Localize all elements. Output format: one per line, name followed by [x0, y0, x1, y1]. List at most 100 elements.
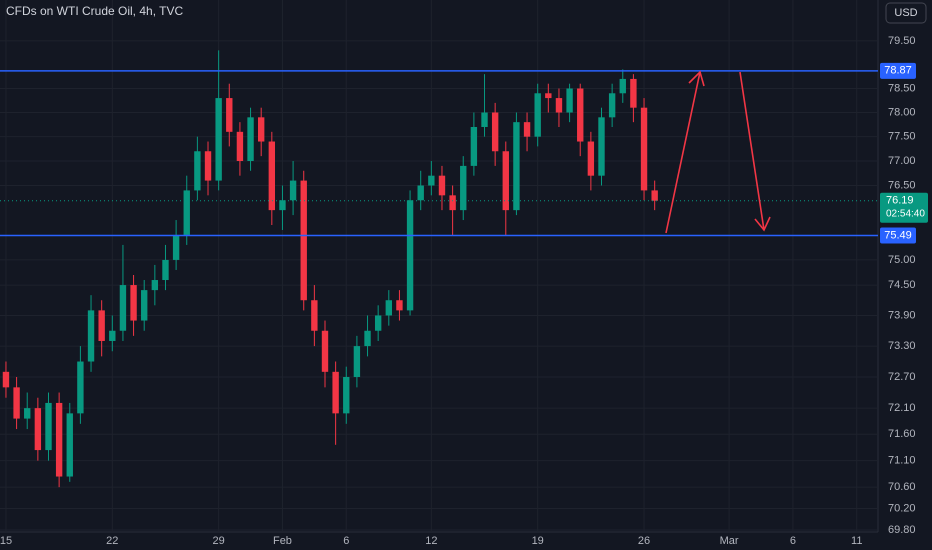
y-tick-label: 69.80	[888, 524, 916, 536]
candle-body	[608, 93, 616, 118]
candle-body	[566, 88, 573, 113]
candle-body	[257, 117, 265, 142]
countdown-label: 02:54:40	[886, 208, 925, 219]
candle-body	[268, 141, 276, 211]
candle-body	[555, 98, 563, 113]
arrow-down	[739, 71, 765, 231]
candle-body	[598, 117, 605, 176]
candle-body	[534, 93, 541, 137]
level-label: 75.49	[884, 229, 912, 241]
x-tick-label: 11	[851, 535, 862, 547]
x-tick-label: 26	[638, 535, 650, 547]
candle-body	[279, 200, 286, 211]
y-tick-label: 78.00	[888, 106, 916, 118]
candle-body	[247, 117, 254, 162]
y-tick-label: 70.20	[888, 502, 916, 514]
candle-body	[481, 112, 488, 127]
candle-body	[364, 330, 371, 347]
y-tick-label: 71.60	[888, 428, 916, 440]
candle-body	[55, 402, 63, 477]
candle-body	[151, 280, 159, 291]
candle-body	[311, 300, 318, 331]
candle-body	[300, 180, 307, 301]
x-tick-label: 15	[0, 535, 12, 547]
candle-body	[502, 151, 509, 211]
candle-body	[183, 190, 190, 235]
candle-body	[13, 387, 20, 419]
candle-body	[66, 413, 73, 477]
candle-body	[87, 310, 95, 362]
candle-body	[417, 185, 424, 201]
level-badge	[880, 62, 916, 79]
candle-body	[343, 376, 350, 414]
y-tick-label: 78.50	[888, 82, 916, 94]
candle-body	[545, 93, 552, 99]
candle-body	[321, 330, 329, 372]
x-tick-label: 19	[532, 535, 544, 547]
candle-body	[577, 88, 584, 142]
y-tick-label: 72.70	[888, 371, 916, 383]
y-tick-label: 73.30	[888, 340, 916, 352]
last-price-badge	[880, 192, 928, 223]
candle-body	[491, 112, 499, 152]
y-tick-label: 79.50	[888, 35, 916, 47]
x-tick-label: 6	[790, 535, 796, 547]
candle-body	[119, 285, 127, 331]
level-label: 78.87	[884, 65, 912, 77]
currency-label[interactable]: USD	[894, 7, 917, 19]
candle-body	[385, 300, 392, 316]
currency-button[interactable]	[885, 2, 927, 24]
candle-body	[619, 78, 626, 94]
candle-body	[630, 78, 637, 108]
candle-body	[428, 175, 435, 186]
x-tick-label: Mar	[720, 535, 739, 547]
candle-body	[470, 126, 478, 166]
candle-body	[651, 190, 658, 201]
y-tick-label: 72.10	[888, 402, 916, 414]
candle-body	[98, 310, 105, 341]
candle-body	[374, 315, 382, 331]
candle-body	[449, 195, 456, 211]
candle-body	[226, 98, 233, 132]
x-tick-label: 12	[425, 535, 437, 547]
candle-body	[172, 234, 180, 260]
level-badge	[880, 227, 916, 244]
chart-title: CFDs on WTI Crude Oil, 4h, TVC	[6, 4, 183, 18]
y-tick-label: 71.10	[888, 455, 916, 467]
candle-body	[109, 330, 116, 341]
candle-body	[406, 200, 414, 311]
candle-body	[523, 122, 531, 137]
candle-body	[438, 175, 446, 196]
x-tick-label: 6	[343, 535, 349, 547]
candle-body	[34, 408, 42, 451]
candle-body	[396, 300, 403, 311]
y-tick-label: 77.50	[888, 131, 916, 143]
candle-body	[236, 131, 244, 162]
candle-body	[130, 285, 137, 321]
y-tick-label: 75.00	[888, 254, 916, 266]
candle-body	[289, 180, 297, 201]
last-price-label: 76.19	[886, 195, 914, 207]
arrow-head	[754, 216, 771, 232]
x-tick-label: 29	[213, 535, 225, 547]
candle-body	[194, 151, 201, 191]
candle-body	[513, 122, 520, 211]
arrow-up	[665, 71, 701, 234]
candle-body	[77, 361, 84, 414]
x-tick-label: Feb	[273, 535, 292, 547]
x-tick-label: 22	[106, 535, 118, 547]
y-tick-label: 76.50	[888, 179, 916, 191]
candle-body	[353, 346, 361, 377]
candle-body	[45, 402, 52, 451]
y-tick-label: 77.00	[888, 155, 916, 167]
candle-body	[204, 151, 212, 181]
candle-body	[215, 98, 222, 181]
y-tick-label: 73.90	[888, 309, 916, 321]
y-tick-label: 74.50	[888, 279, 916, 291]
forecast-arrows	[665, 70, 771, 234]
y-tick-label: 70.60	[888, 481, 916, 493]
candle-body	[460, 165, 467, 211]
